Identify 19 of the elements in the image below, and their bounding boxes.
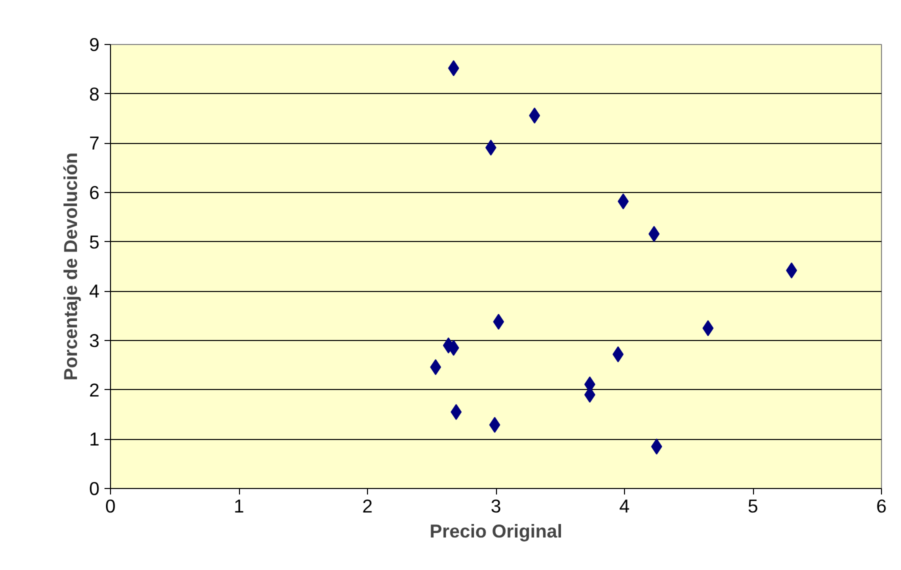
y-tick-label: 8 — [89, 83, 100, 104]
y-tick-label: 6 — [89, 182, 100, 203]
y-axis-title: Porcentaje de Devolución — [60, 152, 82, 381]
x-tick-label: 3 — [490, 496, 502, 516]
x-tick-label: 1 — [234, 496, 244, 516]
x-tick-label: 4 — [619, 496, 630, 516]
y-tick-label: 4 — [89, 280, 100, 302]
x-axis-title: Precio Original — [430, 520, 562, 542]
y-tick-label: 9 — [89, 34, 100, 55]
x-tick-label: 5 — [748, 496, 758, 516]
y-tick-label: 7 — [89, 132, 100, 154]
x-tick-label: 6 — [876, 496, 887, 516]
y-tick-label: 0 — [89, 478, 100, 499]
y-tick-label: 5 — [89, 231, 100, 252]
y-tick-label: 3 — [89, 330, 100, 351]
x-tick-label: 2 — [362, 496, 373, 516]
y-tick-label: 2 — [89, 379, 100, 400]
y-tick-label: 1 — [89, 428, 100, 450]
x-tick-label: 0 — [105, 496, 116, 516]
